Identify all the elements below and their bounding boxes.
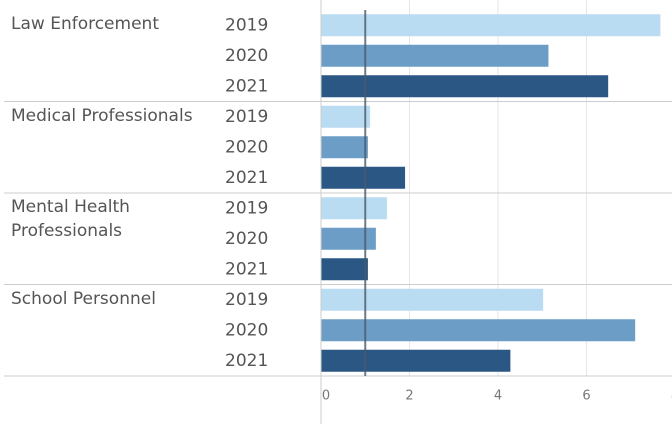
bar — [321, 288, 544, 311]
x-tick-label: 4 — [494, 389, 502, 404]
x-tick-label: 2 — [405, 389, 413, 404]
bar — [321, 319, 636, 342]
year-label: 2021 — [225, 351, 268, 371]
x-tick-label: 0 — [322, 389, 330, 404]
year-label: 2021 — [225, 259, 268, 279]
year-label: 2019 — [225, 15, 268, 35]
group-label-box: Medical Professionals — [11, 105, 193, 126]
bar — [321, 105, 371, 128]
x-tick-label: 8 — [671, 389, 672, 404]
year-label: 2019 — [225, 107, 268, 127]
group-label: Mental Health Professionals — [11, 197, 130, 241]
bar — [321, 349, 511, 372]
bar — [321, 258, 368, 281]
group-label-box: Mental Health Professionals — [11, 197, 130, 241]
bar — [321, 197, 387, 220]
bar — [321, 14, 661, 37]
bar — [321, 227, 376, 250]
year-label: 2020 — [225, 46, 268, 66]
year-label: 2020 — [225, 137, 268, 157]
year-label: 2019 — [225, 198, 268, 218]
year-label: 2020 — [225, 229, 268, 249]
group-label-box: Law Enforcement — [11, 14, 159, 34]
bar — [321, 75, 609, 98]
bar — [321, 136, 368, 159]
group-label-box: School Personnel — [11, 288, 156, 309]
year-label: 2021 — [225, 76, 268, 96]
year-label: 2019 — [225, 290, 268, 310]
group-label: Medical Professionals — [11, 105, 193, 126]
bar — [321, 166, 406, 189]
group-label: School Personnel — [11, 288, 156, 309]
year-label: 2020 — [225, 320, 268, 340]
bar — [321, 44, 549, 67]
x-tick-label: 6 — [582, 389, 590, 404]
year-label: 2021 — [225, 168, 268, 188]
group-label: Law Enforcement — [11, 14, 159, 34]
